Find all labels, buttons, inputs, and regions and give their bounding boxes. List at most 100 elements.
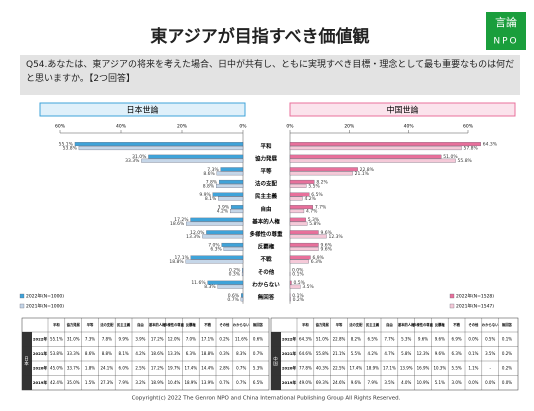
table-cell: 24.1%: [100, 365, 113, 370]
legend-label: 2022年(N=1528): [456, 293, 494, 300]
bar: [290, 247, 318, 251]
data-label: 21.1%: [355, 171, 370, 177]
table-cell: 8.6%: [85, 351, 95, 356]
legend-swatch: [450, 294, 454, 298]
bar: [290, 184, 306, 188]
legend-label: 2021年(N=1000): [26, 303, 64, 310]
table-cell: 64.6%: [299, 351, 312, 356]
bar: [290, 256, 310, 260]
table-cell: 7.7%: [384, 336, 394, 341]
data-label: 8.1%: [205, 196, 217, 202]
bar: [202, 235, 243, 239]
table-cell: 9.9%: [119, 336, 129, 341]
legend-label: 2022年(N=1000): [26, 293, 64, 300]
x-tick-label: 0%: [239, 124, 247, 130]
bar: [75, 142, 243, 146]
table-cell: 22.8%: [333, 336, 346, 341]
bar: [290, 146, 461, 150]
table-cell: 69.3%: [316, 380, 329, 385]
table-cell: 7.9%: [119, 380, 129, 385]
table-cell: 9.6%: [351, 380, 361, 385]
bar: [216, 184, 243, 188]
table-cell: 18.9%: [151, 380, 164, 385]
category-label: 無回答: [258, 293, 275, 301]
category-label: 協力発展: [255, 154, 278, 162]
bar: [79, 146, 243, 150]
table-cell: 33.7%: [67, 365, 80, 370]
data-label: 55.8%: [458, 158, 473, 164]
table-header: 自由: [386, 322, 393, 327]
bar: [218, 197, 243, 201]
table-cell: 1.1%: [468, 365, 478, 370]
category-label: 基本的人権: [251, 217, 280, 225]
bar: [290, 218, 306, 222]
table-cell: 18.8%: [201, 351, 214, 356]
table-cell: 35.0%: [67, 380, 80, 385]
table-cell: 0.5%: [485, 336, 495, 341]
table-cell: 10.9%: [417, 380, 430, 385]
table-header: 不戦: [204, 322, 211, 327]
bar: [213, 193, 243, 197]
table-cell: 51.0%: [316, 336, 329, 341]
table-header: わからない: [482, 322, 499, 327]
table-cell: 0.7%: [236, 365, 246, 370]
table-cell: 27.3%: [100, 380, 113, 385]
x-tick-label: 0%: [286, 124, 294, 130]
bar: [290, 180, 314, 184]
table-cell: 5.3%: [401, 336, 411, 341]
bar: [186, 260, 243, 264]
bar: [290, 231, 318, 235]
table-cell: 7.0%: [186, 336, 196, 341]
bar: [242, 268, 243, 272]
table-cell: 1.8%: [85, 365, 95, 370]
table-cell: 0.0%: [485, 380, 495, 385]
table-header: 無回答: [502, 322, 513, 327]
table-cell: 33.3%: [67, 351, 80, 356]
table-cell: 9.6%: [435, 351, 445, 356]
table-cell: 0.7%: [219, 380, 229, 385]
bar: [242, 272, 243, 276]
bar: [290, 235, 326, 239]
table-cell: 3.0%: [452, 380, 462, 385]
table-header: 平和: [302, 322, 309, 327]
table-cell: 0.0%: [468, 380, 478, 385]
table-cell: 4.2%: [135, 351, 145, 356]
row-year: 2019年: [282, 380, 297, 385]
category-label: 法の支配: [255, 180, 278, 188]
x-tick-label: 40%: [116, 124, 127, 130]
table-header: 平等: [336, 322, 343, 327]
table-cell: 10.4%: [168, 380, 181, 385]
bar: [217, 172, 243, 176]
bar: [206, 231, 243, 235]
row-year: 2022年: [33, 336, 48, 341]
bar: [290, 298, 291, 302]
table-cell: 45.0%: [50, 365, 63, 370]
table-cell: 14.4%: [201, 365, 214, 370]
panel-title: 中国世論: [387, 105, 419, 115]
table-cell: 11.6%: [235, 336, 248, 341]
table-cell: 0.2%: [219, 336, 229, 341]
group-label: 中国: [273, 355, 278, 367]
bar: [290, 243, 318, 247]
table-cell: 9.6%: [418, 336, 428, 341]
bar: [290, 205, 313, 209]
data-label: 9.6%: [320, 246, 332, 252]
table-cell: 5.5%: [452, 365, 462, 370]
table-cell: 18.6%: [151, 351, 164, 356]
table-cell: 12.0%: [168, 336, 181, 341]
data-label: 8.3%: [204, 284, 216, 290]
bar: [290, 172, 353, 176]
table-cell: 6.0%: [119, 365, 129, 370]
table-cell: 55.1%: [50, 336, 63, 341]
bar: [290, 285, 300, 289]
table-cell: 16.9%: [417, 365, 430, 370]
table-header: 自由: [137, 322, 144, 327]
table-cell: 17.2%: [151, 365, 164, 370]
bar: [290, 159, 456, 163]
table-header: 反覇権: [435, 322, 446, 327]
table-cell: 6.3%: [452, 351, 462, 356]
table-cell: 18.9%: [184, 380, 197, 385]
table-cell: 55.8%: [316, 351, 329, 356]
legend-swatch: [20, 304, 24, 308]
